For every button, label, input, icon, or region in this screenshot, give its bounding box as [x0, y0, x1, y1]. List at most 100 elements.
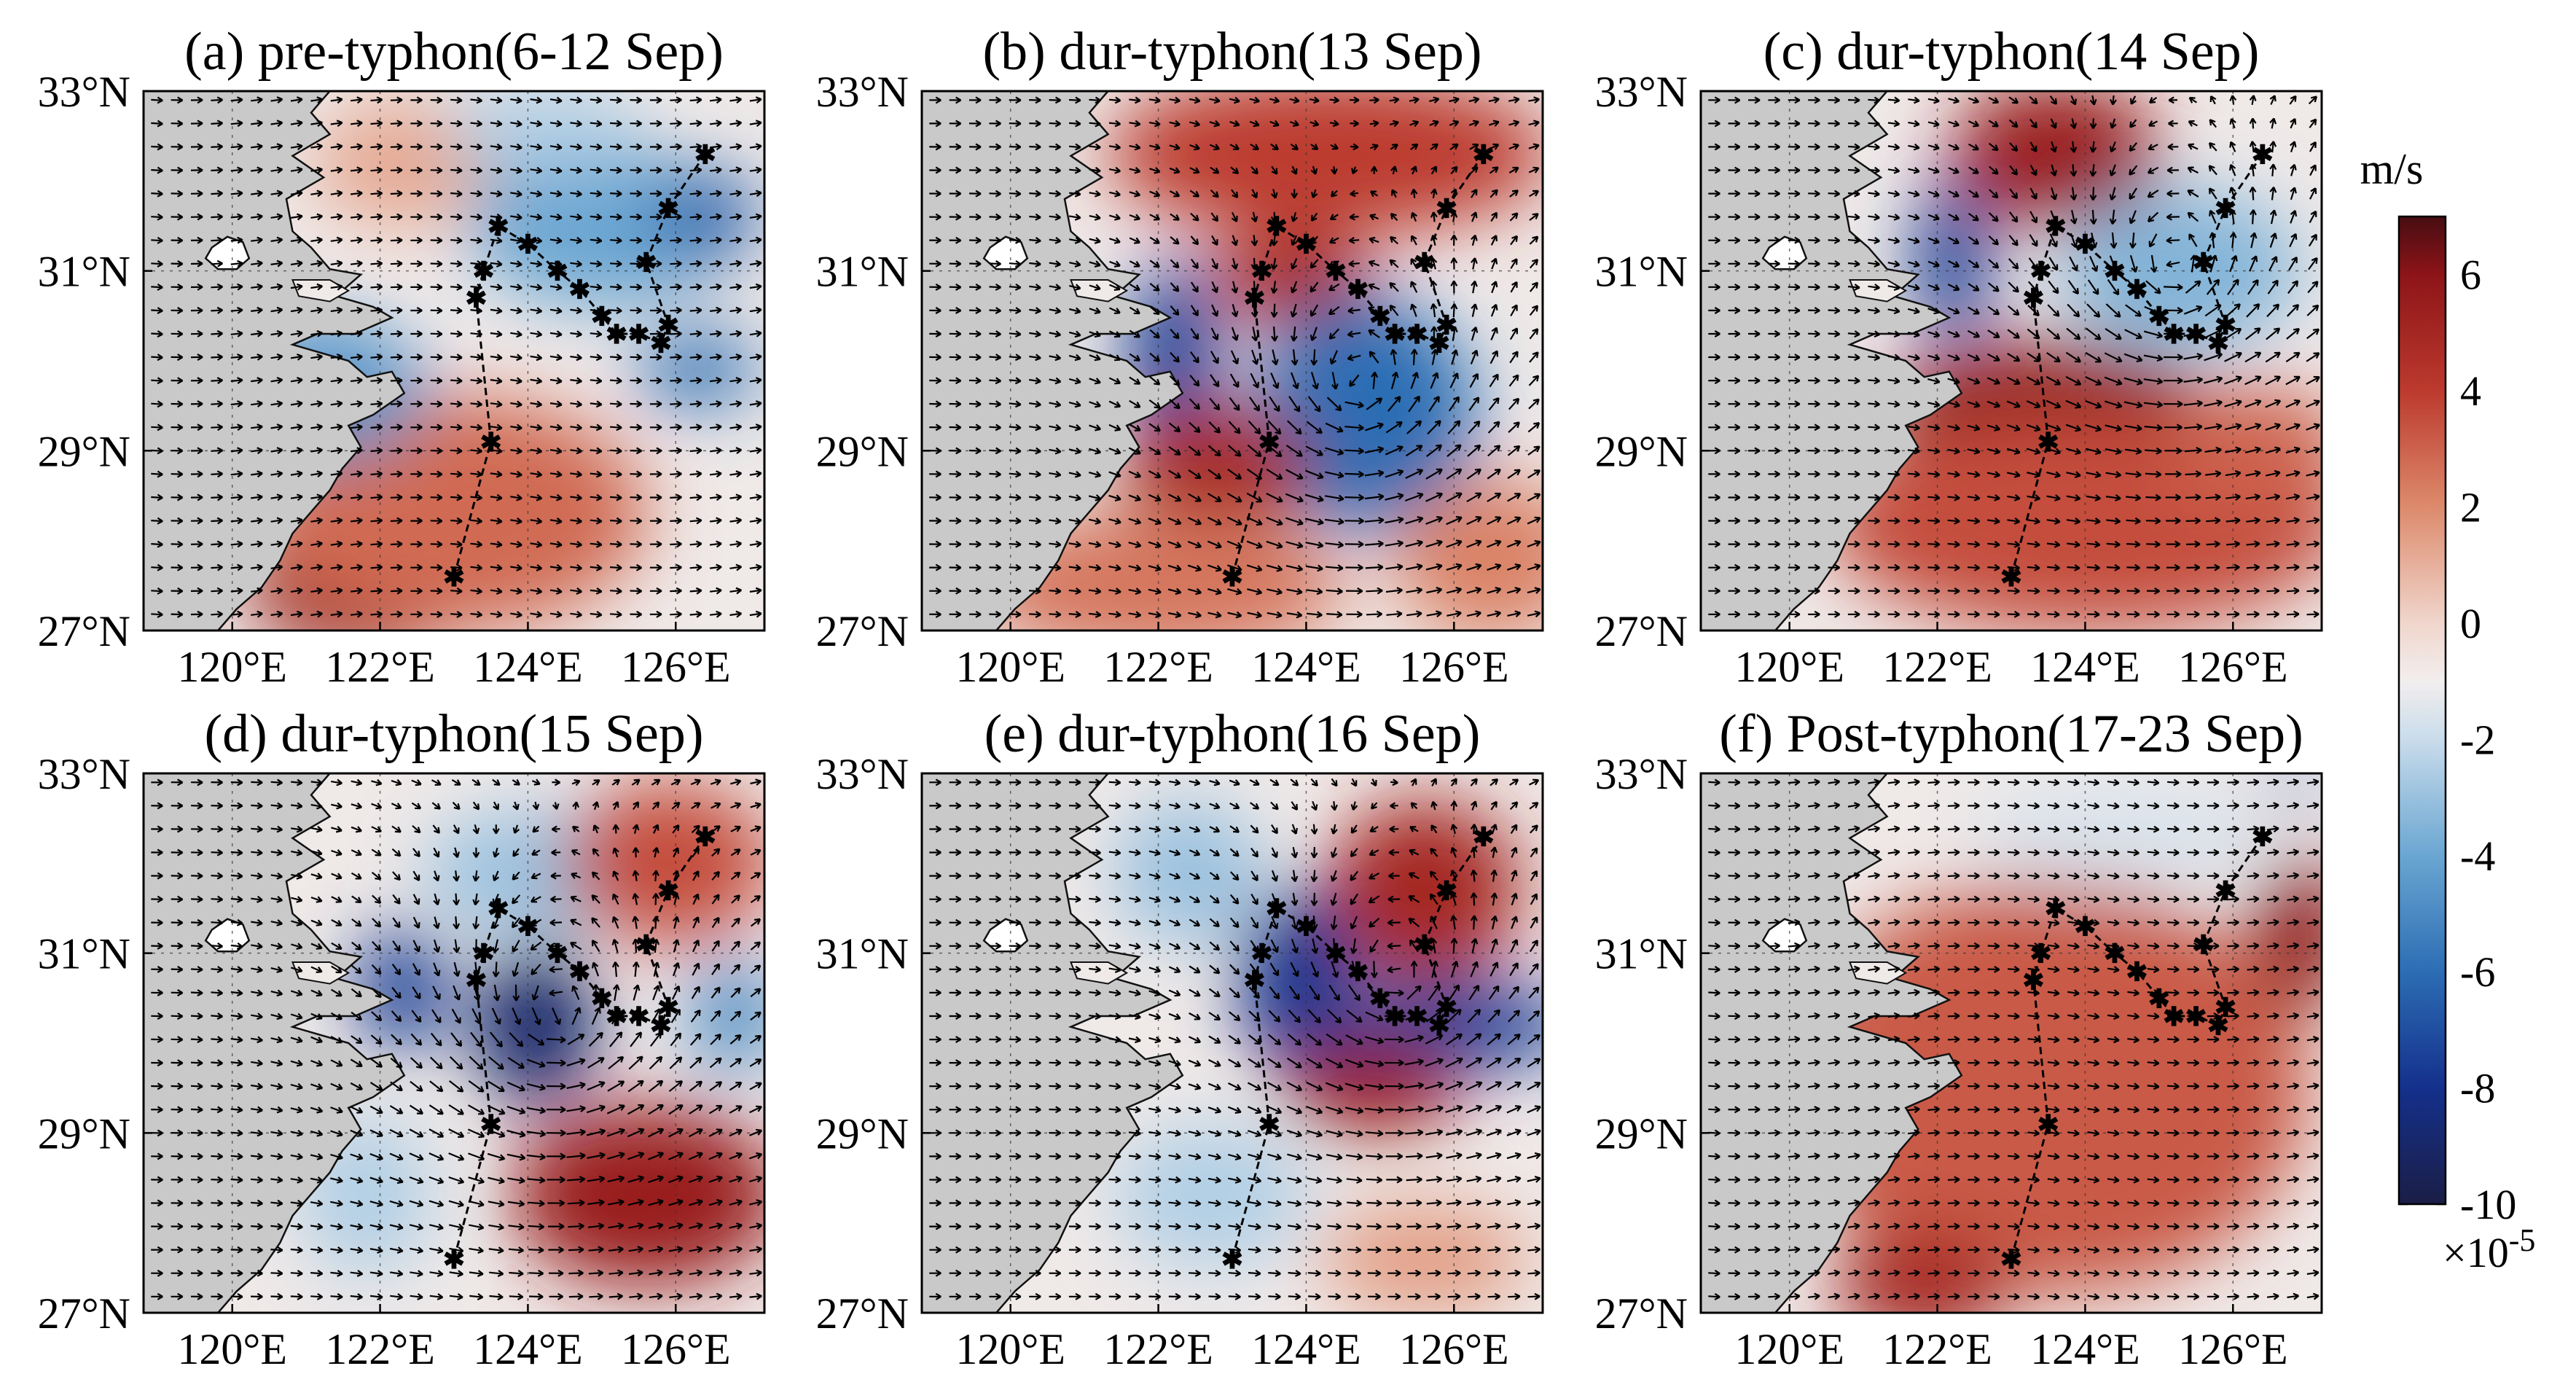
wind-arrow: [1029, 96, 1041, 104]
wind-arrow: [452, 801, 461, 811]
wind-arrow: [2065, 375, 2082, 386]
wind-arrow: [1167, 517, 1182, 526]
river-estuary: [1070, 961, 1129, 985]
wind-arrow: [2247, 587, 2260, 595]
wind-arrow: [2107, 1176, 2120, 1184]
wind-arrow: [211, 423, 224, 432]
wind-arrow: [1747, 1222, 1761, 1230]
wind-arrow: [230, 1152, 243, 1160]
wind-arrow: [2087, 919, 2100, 926]
wind-arrow: [190, 1036, 203, 1044]
wind-arrow: [2087, 848, 2100, 856]
wind-arrow: [1250, 802, 1260, 810]
wind-arrow: [389, 1223, 404, 1231]
wind-arrow: [2225, 517, 2241, 525]
wind-arrow: [1387, 918, 1401, 926]
wind-arrow: [1089, 120, 1101, 128]
wind-arrow: [251, 825, 263, 833]
wind-arrow: [190, 213, 203, 221]
track-point-marker: ✱: [568, 275, 590, 304]
wind-arrow: [670, 166, 682, 174]
wind-arrow: [1248, 1200, 1262, 1207]
wind-arrow: [472, 801, 480, 811]
wind-arrow: [507, 1176, 525, 1184]
wind-arrow: [1748, 470, 1761, 478]
wind-arrow: [749, 563, 762, 571]
wind-arrow: [1068, 872, 1081, 880]
wind-arrow: [330, 587, 343, 595]
wind-arrow: [1907, 1222, 1920, 1230]
wind-arrow: [1109, 284, 1121, 291]
wind-arrow: [1228, 1223, 1242, 1230]
wind-arrow: [1947, 260, 1960, 268]
wind-arrow: [1828, 259, 1841, 268]
wind-arrow: [390, 1270, 404, 1277]
wind-arrow: [2187, 848, 2200, 856]
wind-arrow: [1808, 1199, 1820, 1207]
wind-arrow: [2089, 164, 2097, 177]
wind-arrow: [1049, 610, 1062, 618]
wind-arrow: [372, 941, 382, 951]
wind-arrow: [1271, 189, 1278, 199]
wind-arrow: [1968, 942, 1980, 950]
wind-arrow: [1728, 213, 1741, 221]
lon-tick-label: 124°E: [473, 643, 583, 691]
wind-arrow: [1708, 423, 1720, 432]
wind-arrow: [290, 493, 303, 501]
wind-arrow: [1808, 942, 1820, 950]
track-point-marker: ✱: [2029, 257, 2051, 286]
wind-arrow: [2266, 1058, 2279, 1066]
wind-arrow: [1728, 872, 1741, 880]
wind-arrow: [230, 1059, 243, 1067]
wind-arrow: [632, 893, 640, 905]
wind-arrow: [1148, 470, 1162, 479]
wind-arrow: [1486, 1081, 1503, 1091]
panel-frame: [142, 90, 766, 632]
wind-arrow: [572, 801, 580, 810]
wind-arrow: [1768, 988, 1781, 996]
wind-arrow: [1310, 870, 1318, 883]
wind-arrow: [1346, 610, 1363, 618]
wind-arrow: [429, 1293, 444, 1300]
wind-arrow: [453, 893, 461, 906]
wind-arrow: [1108, 778, 1121, 786]
track-point-marker: ✱: [1414, 930, 1436, 959]
wind-arrow: [1847, 1035, 1860, 1043]
wind-arrow: [2109, 209, 2117, 225]
wind-arrow: [2244, 423, 2262, 431]
wind-arrow: [1069, 284, 1081, 292]
wind-arrow: [1868, 563, 1880, 571]
wind-arrow: [1228, 1011, 1241, 1021]
wind-arrow: [1207, 445, 1221, 457]
wind-arrow: [2006, 376, 2021, 385]
wind-arrow: [453, 870, 461, 882]
wind-arrow: [250, 1152, 263, 1160]
wind-arrow: [1808, 1059, 1820, 1066]
wind-arrow: [689, 447, 702, 455]
wind-arrow: [1187, 517, 1202, 526]
wind-arrow: [929, 540, 941, 548]
wind-arrow: [1907, 1292, 1920, 1300]
wind-arrow: [2227, 802, 2239, 810]
wind-arrow: [2029, 164, 2037, 176]
wind-arrow: [1907, 587, 1920, 595]
wind-arrow: [749, 120, 762, 128]
wind-arrow: [230, 1292, 243, 1300]
wind-arrow: [1291, 165, 1298, 175]
wind-arrow: [668, 1246, 684, 1254]
wind-arrow: [2007, 517, 2021, 525]
wind-arrow: [2087, 1270, 2100, 1277]
wind-arrow: [1231, 211, 1238, 222]
lon-tick-label: 120°E: [177, 1325, 287, 1373]
wind-arrow: [929, 563, 941, 571]
wind-arrow: [929, 988, 941, 996]
wind-arrow: [633, 984, 641, 1001]
wind-arrow: [1708, 307, 1720, 314]
wind-arrow: [1108, 471, 1121, 478]
wind-arrow: [2126, 540, 2141, 548]
wind-arrow: [1887, 942, 1900, 950]
wind-arrow: [1728, 1082, 1741, 1090]
wind-arrow: [1768, 1129, 1781, 1137]
lon-tick-label: 120°E: [955, 643, 1065, 691]
wind-arrow: [1828, 1152, 1841, 1160]
